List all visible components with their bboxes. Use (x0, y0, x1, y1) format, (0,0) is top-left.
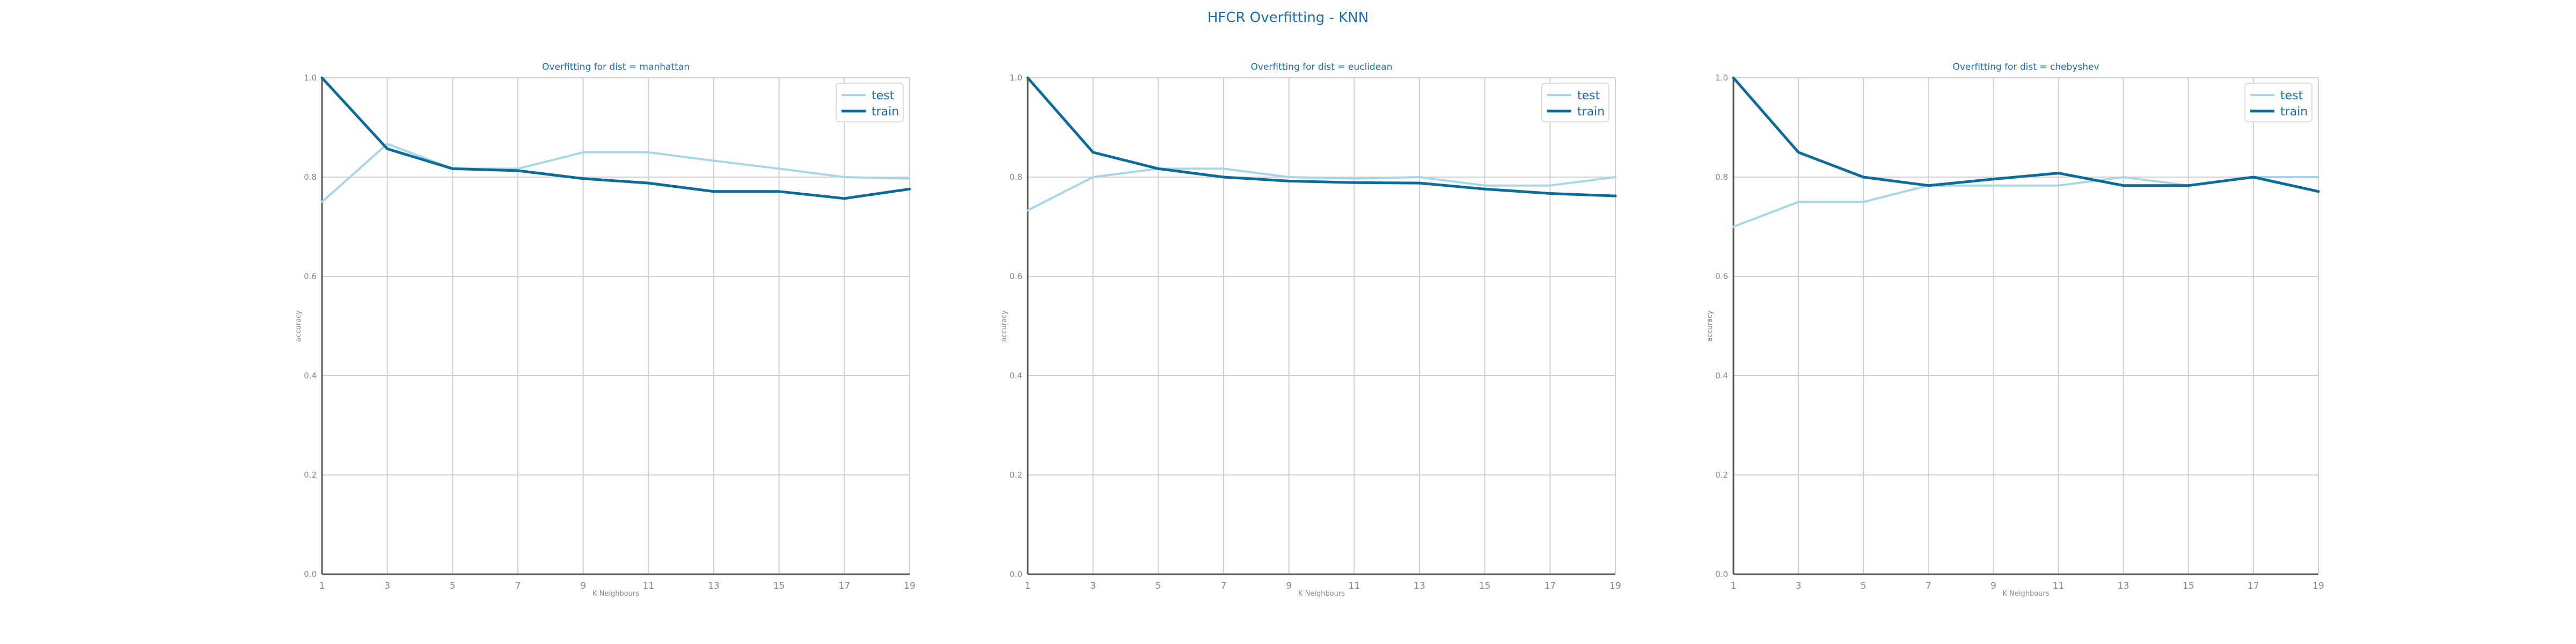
legend-label-train: train (1577, 105, 1605, 119)
chart-title: Overfitting for dist = euclidean (1251, 62, 1393, 72)
y-tick-label: 0.0 (1715, 569, 1728, 579)
x-tick-label: 19 (904, 581, 916, 591)
series-line-train (320, 76, 911, 200)
x-tick-label: 11 (643, 581, 655, 591)
y-tick-label: 1.0 (1009, 73, 1022, 83)
x-tick-label: 13 (708, 581, 720, 591)
series-line-test (321, 143, 911, 203)
x-tick-label: 15 (773, 581, 785, 591)
x-tick-label: 17 (1545, 581, 1556, 591)
legend-label-train: train (872, 105, 899, 119)
x-tick-label: 9 (580, 581, 586, 591)
chart-title: Overfitting for dist = manhattan (542, 62, 690, 72)
y-tick-label: 0.8 (1715, 172, 1728, 182)
legend-label-test: test (2280, 89, 2303, 103)
x-tick-label: 15 (1479, 581, 1491, 591)
x-tick-label: 15 (2183, 581, 2194, 591)
series-line-train (1732, 76, 2320, 193)
y-axis-label: accuracy (1706, 310, 1714, 342)
x-tick-label: 19 (2312, 581, 2324, 591)
x-tick-label: 17 (2248, 581, 2259, 591)
x-tick-label: 9 (1286, 581, 1292, 591)
x-tick-label: 17 (839, 581, 851, 591)
x-tick-label: 1 (319, 581, 325, 591)
y-tick-label: 0.4 (1715, 371, 1728, 380)
y-tick-label: 0.4 (304, 371, 317, 380)
y-tick-label: 0.2 (1009, 470, 1022, 480)
x-axis-label: K Neighbours (592, 590, 639, 598)
y-tick-label: 1.0 (304, 73, 317, 83)
x-tick-label: 1 (1025, 581, 1031, 591)
chart-panel-1: 0.00.20.40.60.81.01 3 5 7 9 11 13 15 17 19Overfit… (295, 62, 916, 598)
chart-title: Overfitting for dist = chebyshev (1952, 62, 2099, 72)
y-tick-label: 0.8 (1009, 172, 1022, 182)
x-tick-label: 5 (450, 581, 456, 591)
y-tick-label: 0.2 (304, 470, 317, 480)
x-tick-label: 3 (1090, 581, 1096, 591)
x-tick-label: 3 (384, 581, 390, 591)
y-tick-label: 0.0 (304, 569, 317, 579)
x-tick-label: 13 (2118, 581, 2129, 591)
x-tick-label: 19 (1609, 581, 1621, 591)
series-line-train (1026, 76, 1617, 197)
legend-label-test: test (872, 89, 895, 103)
x-axis-label: K Neighbours (2002, 590, 2049, 598)
x-tick-label: 3 (1796, 581, 1802, 591)
y-tick-label: 0.6 (1009, 272, 1022, 281)
y-tick-label: 0.8 (304, 172, 317, 182)
series-line-test (1027, 167, 1616, 211)
x-tick-label: 7 (515, 581, 521, 591)
y-axis-label: accuracy (295, 310, 303, 342)
x-tick-label: 5 (1861, 581, 1867, 591)
legend-label-train: train (2280, 105, 2308, 119)
x-tick-label: 7 (1926, 581, 1931, 591)
y-axis-label: accuracy (1000, 310, 1008, 342)
series-line-test (1732, 176, 2319, 228)
y-tick-label: 1.0 (1715, 73, 1728, 83)
y-tick-label: 0.4 (1009, 371, 1022, 380)
x-tick-label: 5 (1155, 581, 1161, 591)
x-tick-label: 11 (1349, 581, 1360, 591)
x-tick-label: 13 (1414, 581, 1425, 591)
chart-panel-3: 0.00.20.40.60.81.01 3 5 7 9 11 13 15 17 19Overfit… (1706, 62, 2324, 598)
x-tick-label: 9 (1990, 581, 1996, 591)
x-axis-label: K Neighbours (1298, 590, 1345, 598)
x-tick-label: 11 (2053, 581, 2065, 591)
figure-title: HFCR Overfitting - KNN (1207, 10, 1369, 26)
y-tick-label: 0.6 (1715, 272, 1728, 281)
chart-panel-2: 0.00.20.40.60.81.01 3 5 7 9 11 13 15 17 19Overfit… (1000, 62, 1621, 598)
x-tick-label: 1 (1731, 581, 1737, 591)
y-tick-label: 0.0 (1009, 569, 1022, 579)
legend-label-test: test (1577, 89, 1600, 103)
y-tick-label: 0.6 (304, 272, 317, 281)
y-tick-label: 0.2 (1715, 470, 1728, 480)
x-tick-label: 7 (1221, 581, 1227, 591)
